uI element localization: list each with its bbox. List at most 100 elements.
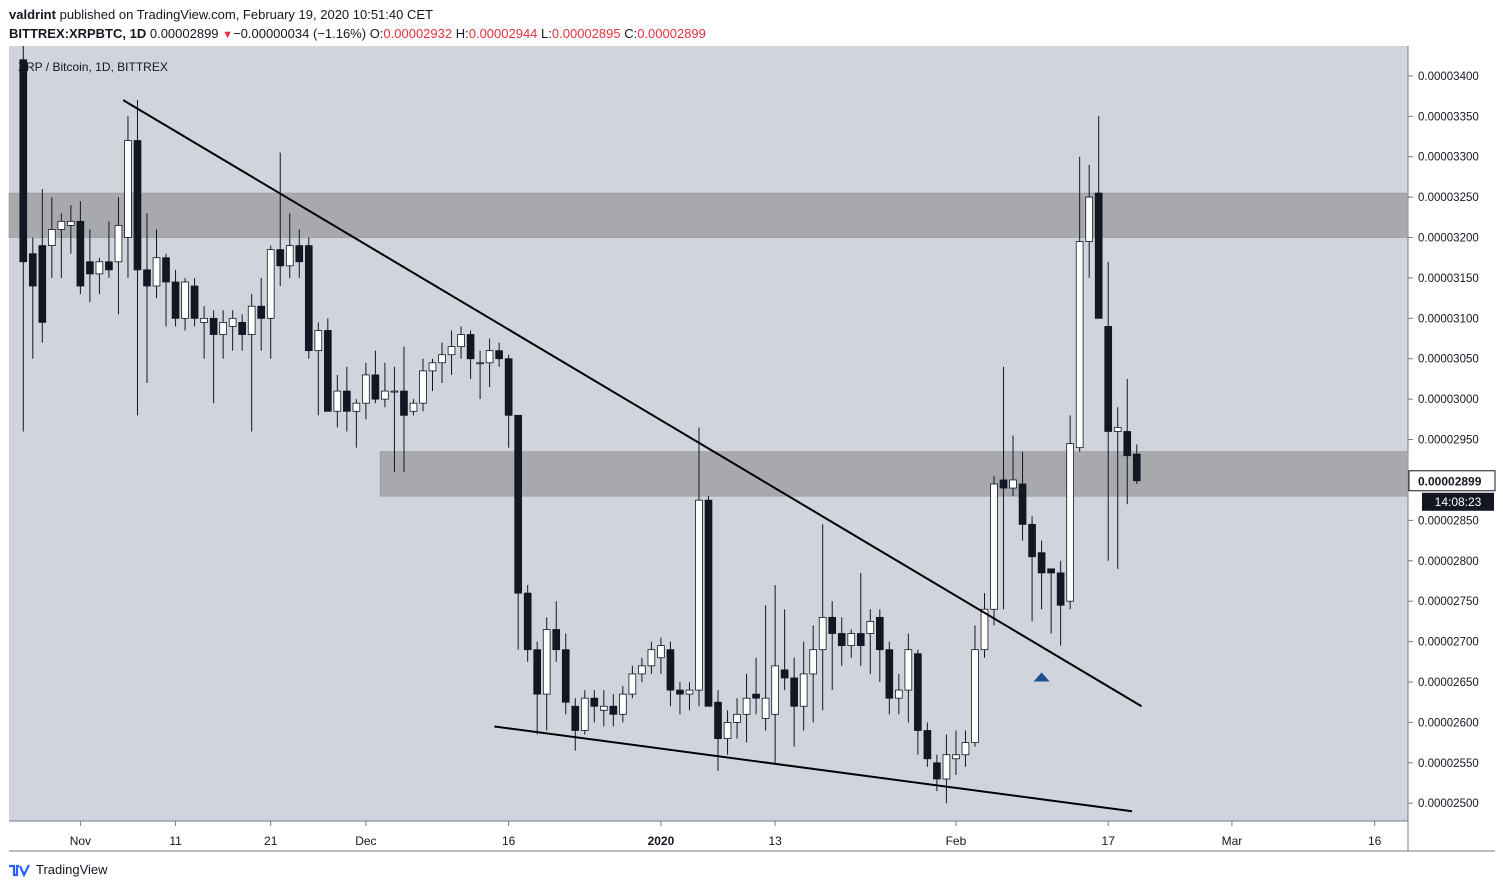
candle-up <box>67 220 75 226</box>
time-tick-label: Dec <box>355 834 376 848</box>
time-tick-label: 16 <box>502 834 516 848</box>
candle-up <box>619 693 627 715</box>
price-labels: 0.00002899 14:08:23 <box>1408 470 1496 511</box>
zones-layer <box>8 192 1409 497</box>
candle-down <box>1018 483 1027 525</box>
price-tick-label: 0.00003200 <box>1418 233 1479 245</box>
time-tick-label: 17 <box>1102 834 1116 848</box>
candle-up <box>942 754 951 780</box>
candle-down <box>561 649 570 703</box>
price-tick-label: 0.00003250 <box>1418 192 1479 204</box>
price-tick-label: 0.00002850 <box>1418 515 1479 527</box>
candle-up <box>219 321 227 335</box>
candle-down <box>514 414 522 594</box>
candle-down <box>1037 552 1046 574</box>
candle-down <box>875 616 884 651</box>
candle-down <box>133 140 142 271</box>
candle-up <box>952 754 960 760</box>
price-axis[interactable] <box>1408 46 1495 851</box>
last-price: 0.00002899 <box>149 26 219 41</box>
footer: TradingView <box>8 862 108 877</box>
candle-up <box>1085 196 1094 242</box>
candle-up <box>381 390 389 400</box>
high-value: 0.00002944 <box>468 26 538 41</box>
author-name: valdrint <box>9 7 56 22</box>
candle-up <box>809 649 818 675</box>
footer-brand: TradingView <box>36 862 108 877</box>
time-tick-label: Mar <box>1222 834 1243 848</box>
price-tick-label: 0.00002800 <box>1418 556 1479 568</box>
candle-down <box>28 253 37 287</box>
open-value: 0.00002932 <box>383 26 453 41</box>
candle-up <box>266 249 275 319</box>
time-tick-label: Feb <box>946 834 967 848</box>
candle-down <box>533 649 542 695</box>
candle-up <box>409 402 418 412</box>
candle-up <box>761 697 770 719</box>
candle-down <box>257 305 266 319</box>
candle-up <box>438 354 446 364</box>
candle-up <box>1075 241 1084 449</box>
candle-down <box>590 697 599 707</box>
candle-down <box>343 390 351 412</box>
candle-down <box>1123 431 1132 457</box>
ohlc-header: BITTREX:XRPBTC, 1D 0.00002899 ▼−0.000000… <box>9 26 706 41</box>
price-tick-label: 0.00003000 <box>1418 394 1479 406</box>
time-ticks: Nov 11 21 Dec 16 2020 13 Feb 17 Mar 16 <box>70 821 1382 848</box>
change-down-icon: ▼ <box>222 29 234 41</box>
trendline-2 <box>494 725 1133 813</box>
current-price-box <box>1408 470 1496 492</box>
candle-up <box>95 261 104 275</box>
candle-up <box>990 483 998 610</box>
price-tick-label: 0.00002750 <box>1418 596 1479 608</box>
candle-up <box>285 245 294 267</box>
candle-down <box>1028 524 1036 558</box>
candle-down <box>837 633 846 647</box>
candle-down <box>609 705 618 715</box>
change-value: −0.00000034 (−1.16%) <box>233 26 367 41</box>
countdown-box <box>1422 492 1494 511</box>
candle-down <box>704 499 713 707</box>
candle-down <box>86 261 94 275</box>
candle-down <box>933 762 941 780</box>
candle-up <box>247 305 256 335</box>
candle-down <box>828 616 837 634</box>
trendline-1 <box>122 99 1143 708</box>
countdown-label: 14:08:23 <box>1435 495 1482 509</box>
candle-up <box>638 665 646 675</box>
candle-up <box>152 257 161 287</box>
candle-up <box>818 616 827 651</box>
candle-up <box>485 350 494 364</box>
price-tick-label: 0.00002550 <box>1418 758 1479 770</box>
time-tick-label: 16 <box>1368 834 1382 848</box>
candle-up <box>1113 427 1122 432</box>
candle-up <box>228 317 237 327</box>
tradingview-logo-icon <box>9 864 30 877</box>
price-tick-label: 0.00002600 <box>1418 717 1479 729</box>
candle-up <box>476 362 484 365</box>
candle-up <box>628 673 637 695</box>
candle-down <box>371 374 380 400</box>
candle-up <box>447 346 456 356</box>
candle-down <box>999 479 1008 489</box>
candle-down <box>38 245 47 323</box>
candle-down <box>923 730 932 760</box>
candle-down <box>790 677 798 707</box>
candle-up <box>695 499 703 691</box>
candle-down <box>105 261 113 271</box>
candle-up <box>723 722 732 739</box>
candle-down <box>1104 326 1113 432</box>
candle-down <box>143 269 151 287</box>
open-label: O: <box>369 26 384 41</box>
candle-up <box>200 317 208 323</box>
candle-down <box>666 649 675 691</box>
candle-up <box>333 390 342 412</box>
candle-up <box>733 713 741 723</box>
candle-down <box>914 653 922 731</box>
price-tick-label: 0.00003050 <box>1418 354 1479 366</box>
candle-up <box>971 649 979 744</box>
candle-down <box>495 350 503 360</box>
sr-zone-1 <box>8 192 1409 238</box>
candle-up <box>124 140 132 238</box>
